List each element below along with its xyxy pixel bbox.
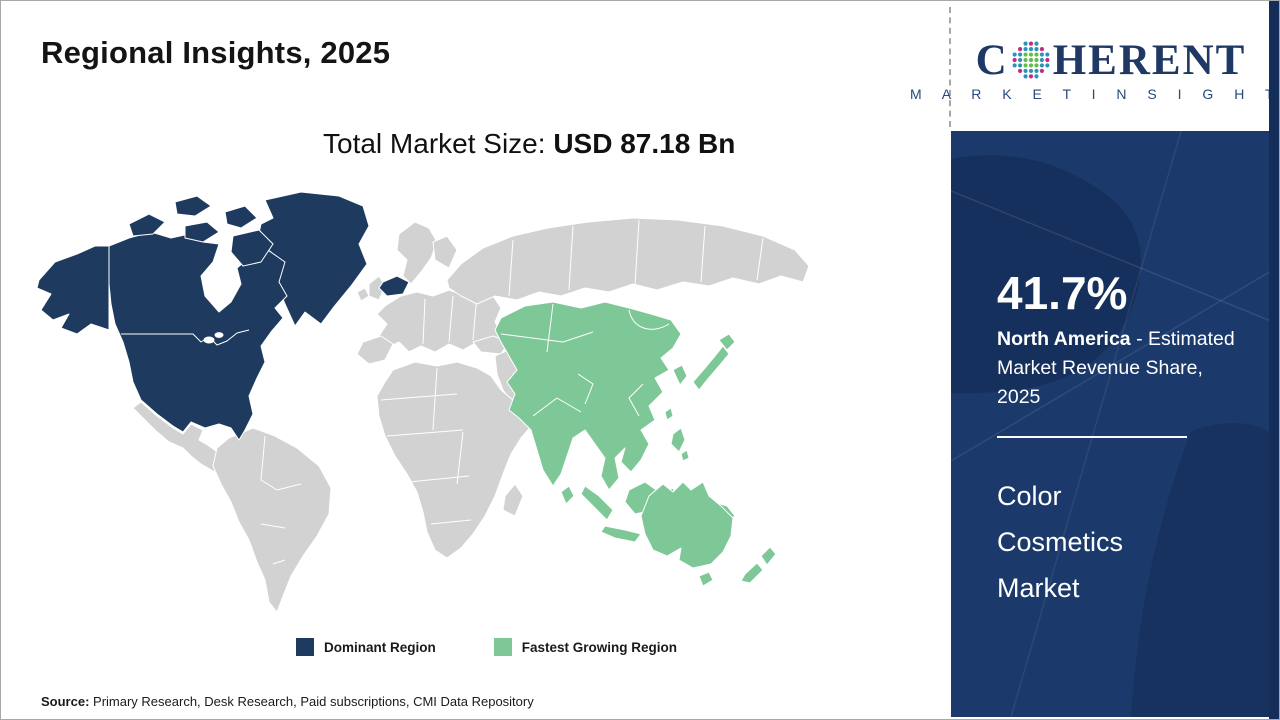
source-label: Source: [41, 694, 90, 709]
stat-description: North America - Estimated Market Revenue… [997, 325, 1249, 412]
stat-region-name: North America [997, 328, 1131, 351]
legend-swatch-dominant [296, 638, 314, 656]
market-name: Color Cosmetics Market [997, 480, 1124, 603]
region-asia-pacific [494, 301, 777, 587]
legend-item-fastest-growing: Fastest Growing Region [493, 638, 678, 656]
region-rest-of-world [132, 217, 810, 613]
stat-description-rest: - Estimated Market Revenue Share, 2025 [997, 328, 1235, 409]
coherent-logo-o-icon [1012, 41, 1050, 79]
sidebar-map-pattern [951, 131, 1271, 717]
legend-label-dominant: Dominant Region [324, 639, 436, 655]
legend-label-fastest-growing: Fastest Growing Region [521, 639, 678, 655]
logo-text-start: C [975, 36, 1009, 84]
total-market-size-value: USD 87.18 Bn [553, 128, 736, 159]
logo-text-end: HERENT [1052, 36, 1247, 84]
vertical-dashed-divider [949, 7, 951, 127]
legend-item-dominant: Dominant Region [296, 638, 436, 656]
sidebar-divider [997, 435, 1187, 438]
total-market-size: Total Market Size: USD 87.18 Bn [323, 128, 735, 160]
map-legend: Dominant Region Fastest Growing Region [296, 638, 677, 656]
highlight-sidebar: 41.7% North America - Estimated Market R… [951, 131, 1271, 717]
brand-logo: C HERENT [910, 1, 1279, 131]
total-market-size-label: Total Market Size: [323, 128, 554, 159]
stat-value: 41.7% [997, 267, 1128, 319]
legend-swatch-fastest-growing [493, 638, 512, 656]
brand-logo-wordmark: C HERENT [976, 39, 1247, 82]
region-north-america [36, 191, 410, 441]
right-edge-strip [1269, 1, 1279, 719]
sidebar-content: 41.7% North America - Estimated Market R… [951, 131, 1271, 612]
logo-tagline: M A R K E T I N S I G H T S [910, 85, 1280, 102]
world-map [36, 191, 810, 613]
source-text: Primary Research, Desk Research, Paid su… [89, 694, 534, 709]
source-note: Source: Primary Research, Desk Research,… [41, 694, 534, 709]
page-title: Regional Insights, 2025 [41, 35, 391, 70]
